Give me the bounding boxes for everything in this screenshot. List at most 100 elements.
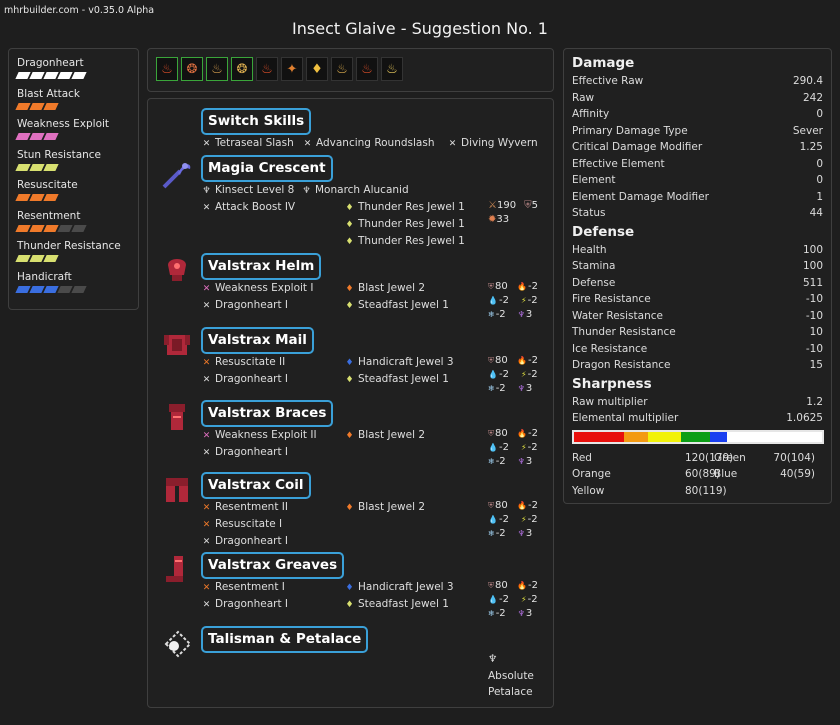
critical-deco-icon[interactable]: ❂ — [181, 57, 203, 81]
armor-jewel[interactable]: ♦ Blast Jewel 2 — [345, 282, 426, 294]
armor-coil-button[interactable]: Valstrax Coil — [201, 472, 311, 499]
stat-row: Affinity 0 — [572, 106, 823, 123]
armor-jewel[interactable]: ♦ Steadfast Jewel 1 — [345, 299, 449, 311]
talisman-button[interactable]: Talisman & Petalace — [201, 626, 369, 653]
fire-res-icon: 🔥 — [517, 282, 527, 291]
crit-boost-deco-icon[interactable]: ❂ — [231, 57, 253, 81]
heal-deco-icon[interactable]: ♨ — [381, 57, 403, 81]
stat-value: 0 — [816, 174, 823, 186]
bomb-deco-icon[interactable]: ♨ — [331, 57, 353, 81]
skill-pip — [15, 133, 31, 140]
skill-name: Handicraft — [17, 270, 72, 283]
stat-value: 1 — [816, 190, 823, 203]
skill-pip — [43, 285, 59, 293]
fire-res-icon: 🔥 — [517, 501, 527, 510]
skill-icon: ✕ — [202, 600, 211, 610]
stat-value: -10 — [805, 342, 823, 355]
weapon-jewel[interactable]: ♦ Thunder Res Jewel 1 — [345, 201, 465, 213]
skill-entry[interactable]: Blast Attack — [15, 88, 130, 119]
armor-helm-button[interactable]: Valstrax Helm — [201, 253, 322, 280]
jewel-icon: ♦ — [345, 583, 354, 593]
thunder-res-icon: ⚡ — [520, 515, 527, 524]
defense-rows: Health 100 Stamina 100 Defense 511 Fire Resist… — [572, 242, 823, 374]
blast-deco-icon[interactable]: ♨ — [356, 57, 378, 81]
sharpness-bar — [572, 429, 824, 444]
stat-label: Element Damage Modifier — [572, 190, 709, 203]
armor-skill: ✕ Dragonheart I — [202, 446, 288, 458]
armor-jewel[interactable]: ♦ Handicraft Jewel 3 — [345, 581, 454, 593]
defense-icon: ⛨ — [488, 356, 494, 365]
armor-mail-button[interactable]: Valstrax Mail — [201, 327, 314, 354]
skill-pip — [57, 72, 73, 79]
armor-skill: ✕ Resuscitate II — [202, 356, 286, 368]
stats-panel: Damage Effective Raw 290.4 Raw 242 Affinity 0… — [563, 48, 832, 504]
helm-armor-icon — [168, 259, 186, 281]
sharpness-segment-green — [681, 431, 711, 442]
sharpness-segment-red — [574, 431, 624, 442]
skill-entry[interactable]: Weakness Exploit — [15, 118, 130, 149]
stat-value: 242 — [802, 91, 823, 104]
switch-skill-icon: ✕ — [303, 139, 312, 149]
armor-jewel[interactable]: ♦ Steadfast Jewel 1 — [345, 373, 449, 385]
element-icon: ✹ — [488, 214, 497, 225]
skill-entry[interactable]: Stun Resistance — [15, 148, 130, 180]
defense-icon: ⛨ — [488, 282, 494, 291]
armor-skill: ✕ Weakness Exploit I — [202, 282, 314, 294]
skill-entry[interactable]: Thunder Resistance — [15, 240, 130, 271]
weapon-jewel[interactable]: ♦ Thunder Res Jewel 1 — [345, 235, 465, 247]
sparkle-deco-icon[interactable]: ✦ — [281, 57, 303, 81]
jewel-icon: ♦ — [345, 600, 354, 610]
stat-label: Status — [572, 207, 606, 219]
dragon-res-icon: ♆ — [517, 609, 525, 618]
skill-entry[interactable]: Handicraft — [15, 270, 130, 302]
stat-row: Critical Damage Modifier 1.25 — [572, 139, 823, 156]
greaves-armor-icon — [166, 556, 183, 582]
attack-icon: ⚔ — [488, 200, 497, 211]
skill-pip — [15, 285, 31, 293]
weapon-name-button[interactable]: Magia Crescent — [201, 155, 333, 182]
skill-entry[interactable]: Resuscitate — [15, 179, 130, 210]
armor-jewel[interactable]: ♦ Blast Jewel 2 — [345, 429, 426, 441]
sharpness-segment-orange — [623, 431, 649, 442]
skill-icon: ✕ — [202, 431, 211, 441]
weapon-stats: ⚔190 ⛨5 ✹33 — [488, 200, 538, 225]
jewel-icon: ♦ — [345, 358, 354, 368]
weapon-jewel[interactable]: ♦ Thunder Res Jewel 1 — [345, 218, 465, 230]
defense-icon: ⛨ — [488, 429, 494, 438]
fire-res-icon: 🔥 — [517, 356, 527, 365]
jewel-deco-icon[interactable]: ♦ — [306, 57, 328, 81]
petalace-icon: ♆ — [488, 653, 498, 665]
thunder-res-icon: ⚡ — [520, 296, 527, 305]
stat-label: Critical Damage Modifier — [572, 141, 703, 153]
skill-pip — [43, 255, 59, 262]
sharpness-segment-yellow — [648, 431, 682, 442]
switch-skills-button[interactable]: Switch Skills — [201, 108, 312, 135]
armor-jewel[interactable]: ♦ Handicraft Jewel 3 — [345, 356, 454, 368]
stat-value: 0 — [816, 157, 823, 170]
skill-icon: ✕ — [202, 284, 211, 294]
switch-skill-icon: ✕ — [202, 139, 211, 149]
dragon-res-icon: ♆ — [517, 384, 525, 393]
skill-entry[interactable]: Resentment — [15, 210, 130, 241]
skill-pip — [29, 102, 45, 110]
stat-value: Sever — [792, 124, 823, 137]
skill-level-pips — [15, 72, 130, 79]
defense-icon: ⛨ — [488, 501, 494, 510]
legend-blue-label: Blue — [714, 468, 738, 480]
stat-row: Health 100 — [572, 242, 823, 259]
armor-skill: ✕ Resuscitate I — [202, 518, 283, 530]
armor-greaves-button[interactable]: Valstrax Greaves — [201, 552, 345, 579]
armor-jewel[interactable]: ♦ Blast Jewel 2 — [345, 501, 426, 513]
sharpness-legend: Red 120(179) Green 70(104) — [572, 450, 823, 467]
skill-icon: ✕ — [202, 358, 211, 368]
skill-name: Dragonheart — [17, 57, 84, 69]
skill-entry[interactable]: Dragonheart — [15, 57, 130, 88]
fire-deco-icon[interactable]: ♨ — [156, 57, 178, 81]
skill-name: Stun Resistance — [17, 148, 102, 161]
thunder-res-icon: ⚡ — [520, 370, 527, 379]
stamina-deco-icon[interactable]: ♨ — [206, 57, 228, 81]
attack-deco-icon[interactable]: ♨ — [256, 57, 278, 81]
fire-res-icon: 🔥 — [517, 429, 527, 438]
armor-braces-button[interactable]: Valstrax Braces — [201, 400, 334, 427]
armor-jewel[interactable]: ♦ Steadfast Jewel 1 — [345, 598, 449, 610]
